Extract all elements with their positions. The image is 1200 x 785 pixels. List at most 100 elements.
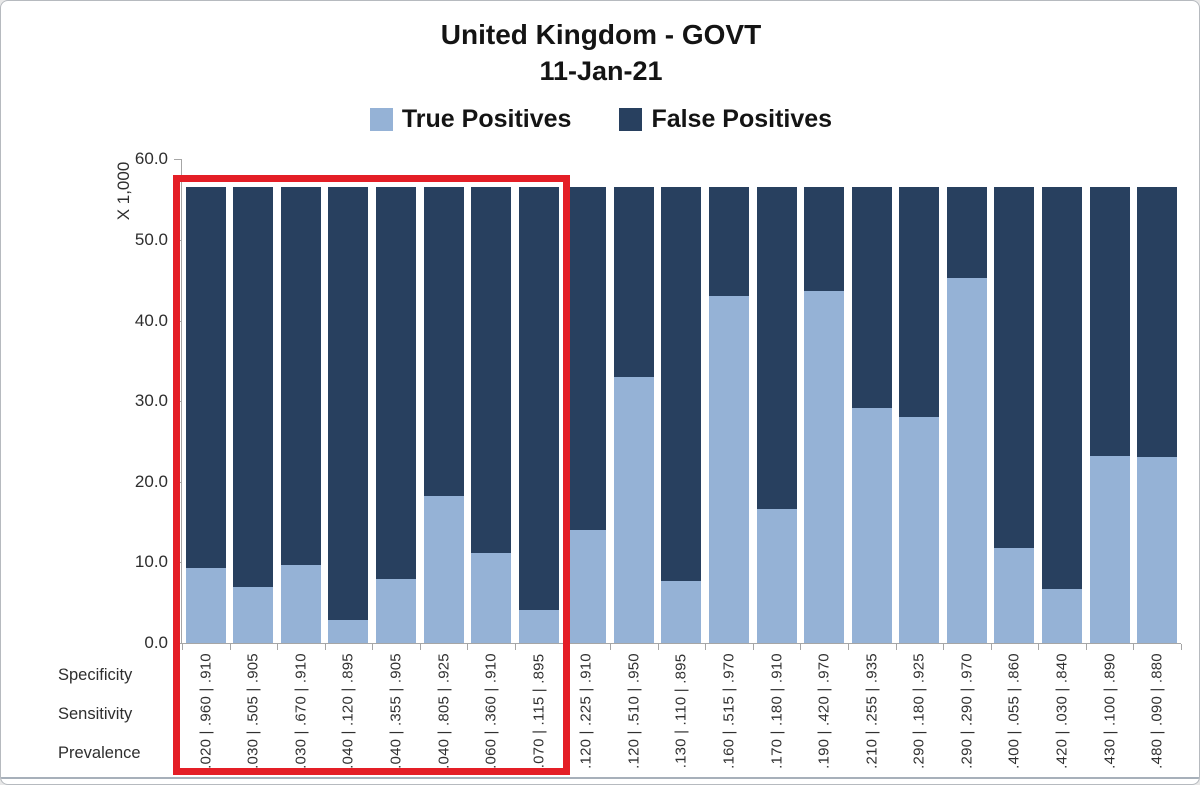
y-axis-tick-label: 40.0 (134, 310, 168, 330)
x-axis-tick (1180, 644, 1182, 650)
bar-segment-true-positives (994, 547, 1035, 643)
bar-segment-false-positives (233, 186, 274, 587)
x-axis-tick (324, 644, 326, 650)
x-category-label: .130 | .110 | .895 (672, 653, 690, 769)
bar-segment-true-positives (1089, 456, 1130, 643)
bar-segment-false-positives (994, 186, 1035, 548)
x-axis-tick (657, 644, 659, 650)
x-axis-tick (895, 644, 897, 650)
legend-label-true-positives: True Positives (401, 105, 572, 133)
x-category-label: .400 | .055 | .860 (1005, 653, 1023, 769)
bar-segment-true-positives (423, 496, 464, 643)
bar-segment-true-positives (376, 579, 417, 643)
bar-segment-true-positives (709, 295, 750, 643)
legend-label-false-positives: False Positives (651, 105, 833, 133)
bar-segment-false-positives (661, 186, 702, 581)
bar-segment-false-positives (566, 186, 607, 531)
y-axis-tick-label: 10.0 (134, 552, 168, 572)
bar-segment-false-positives (1089, 186, 1130, 456)
x-category-label: .290 | .180 | .925 (910, 653, 928, 769)
bar-segment-false-positives (709, 186, 750, 296)
bar-segment-true-positives (471, 552, 512, 643)
x-axis-tick (182, 644, 183, 650)
x-axis-tick (752, 644, 754, 650)
bar-segment-true-positives (1042, 588, 1083, 643)
bar-segment-false-positives (756, 186, 797, 510)
y-axis-tick-label: 60.0 (134, 149, 168, 169)
x-axis-tick (1038, 644, 1040, 650)
bar-segment-false-positives (185, 186, 226, 569)
bar-segment-false-positives (423, 186, 464, 497)
y-axis-unit-label: X 1,000 (114, 161, 133, 221)
y-axis-tick-label: 30.0 (134, 391, 168, 411)
x-axis-tick (277, 644, 279, 650)
row-label-prevalence: Prevalence (58, 744, 141, 762)
bottom-frame-line (1, 777, 1199, 779)
x-axis-tick (610, 644, 612, 650)
x-axis-tick (419, 644, 421, 650)
x-axis-tick (1085, 644, 1087, 650)
x-category-label: .170 | .180 | .910 (768, 653, 786, 769)
highlight-box (173, 175, 570, 775)
bar-segment-false-positives (1137, 186, 1178, 457)
x-axis-tick (229, 644, 231, 650)
x-axis-line (182, 643, 1181, 644)
bar-segment-true-positives (1137, 456, 1178, 643)
bar-segment-true-positives (851, 407, 892, 643)
x-axis-tick (514, 644, 516, 650)
bar-segment-false-positives (851, 186, 892, 408)
chart-subtitle: 11-Jan-21 (539, 56, 663, 86)
bar-segment-true-positives (613, 377, 654, 643)
x-category-label: .210 | .255 | .935 (863, 653, 881, 769)
x-category-label: .290 | .290 | .970 (958, 653, 976, 769)
y-axis-tick-label: 0.0 (144, 633, 168, 652)
x-category-label: .480 | .090 | .880 (1148, 653, 1166, 769)
bar-segment-true-positives (899, 416, 940, 643)
bar-segment-true-positives (185, 568, 226, 643)
bar-segment-false-positives (946, 186, 987, 278)
x-axis-tick (847, 644, 849, 650)
y-axis-tick-label: 20.0 (134, 471, 168, 491)
bar-segment-false-positives (518, 186, 559, 610)
x-axis-tick (705, 644, 707, 650)
legend-item-true-positives: True Positives (369, 105, 572, 134)
bar-segment-false-positives (471, 186, 512, 553)
true-positives-swatch-icon (369, 108, 393, 131)
x-category-label: .420 | .030 | .840 (1053, 653, 1071, 769)
y-axis-tick-label: 50.0 (134, 230, 168, 249)
chart-title: United Kingdom - GOVT (440, 19, 762, 50)
bar-segment-true-positives (756, 509, 797, 643)
bar-segment-false-positives (328, 186, 369, 621)
x-axis-tick (1133, 644, 1135, 650)
row-label-sensitivity: Sensitivity (58, 705, 133, 723)
bar-segment-false-positives (899, 186, 940, 417)
x-category-label: .190 | .420 | .970 (815, 653, 833, 769)
x-axis-tick (467, 644, 469, 650)
bar-segment-false-positives (804, 186, 845, 291)
legend-item-false-positives: False Positives (619, 105, 832, 134)
y-axis-line (181, 159, 182, 644)
false-positives-swatch-icon (619, 108, 643, 131)
x-category-label: .160 | .515 | .970 (720, 653, 738, 769)
bar-segment-false-positives (376, 186, 417, 580)
bar-segment-true-positives (804, 290, 845, 643)
bar-segment-true-positives (661, 580, 702, 643)
row-label-specificity: Specificity (58, 666, 133, 684)
bar-segment-true-positives (566, 530, 607, 643)
y-axis-tick (174, 159, 181, 161)
bar-segment-false-positives (280, 186, 321, 565)
bar-segment-true-positives (280, 564, 321, 643)
x-category-label: .120 | .225 | .910 (577, 653, 595, 769)
x-axis-tick (990, 644, 992, 650)
bar-segment-false-positives (1042, 186, 1083, 589)
bar-segment-true-positives (518, 609, 559, 643)
legend: True Positives False Positives (1, 105, 1199, 134)
bar-segment-true-positives (946, 277, 987, 643)
bar-segment-true-positives (328, 620, 369, 643)
x-category-label: .430 | .100 | .890 (1101, 653, 1119, 769)
x-axis-tick (800, 644, 802, 650)
bar-segment-false-positives (613, 186, 654, 377)
bar-segment-true-positives (233, 586, 274, 643)
x-category-label: .120 | .510 | .950 (625, 653, 643, 769)
